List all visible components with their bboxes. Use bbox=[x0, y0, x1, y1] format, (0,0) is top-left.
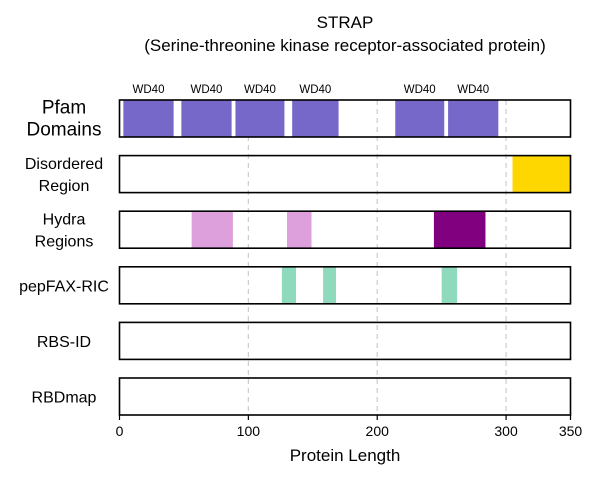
track-frame bbox=[118, 99, 572, 138]
domain-segment bbox=[281, 266, 297, 304]
domain-segment bbox=[292, 100, 339, 137]
track-label: Disordered Region bbox=[25, 156, 103, 195]
track-row: Disordered Region bbox=[25, 154, 572, 195]
domain-segment bbox=[395, 100, 445, 137]
domain-segment bbox=[448, 100, 499, 137]
track-row: Pfam Domains WD40 WD40 WD40 WD40 WD40 WD40 bbox=[27, 84, 572, 141]
chart-title: STRAP bbox=[317, 13, 374, 32]
track-row: RBDmap bbox=[32, 377, 572, 416]
domain-segment bbox=[181, 100, 232, 137]
x-axis-label: Protein Length bbox=[290, 446, 401, 465]
domain-segment bbox=[433, 211, 486, 249]
track-frame bbox=[118, 265, 572, 305]
track-label: RBS-ID bbox=[37, 334, 91, 351]
x-tick-label: 300 bbox=[494, 423, 518, 439]
track-row: RBS-ID bbox=[37, 321, 572, 361]
domain-label: WD40 bbox=[299, 84, 331, 96]
track-label: pepFAX-RIC bbox=[19, 278, 109, 295]
x-tick-label: 100 bbox=[237, 423, 261, 439]
x-tick-label: 0 bbox=[116, 423, 124, 439]
domain-segment bbox=[191, 211, 233, 249]
domain-label: WD40 bbox=[133, 84, 165, 96]
track-frame bbox=[118, 210, 572, 249]
track-frame bbox=[118, 377, 572, 416]
track-label: Pfam Domains bbox=[27, 98, 102, 141]
track-label: RBDmap bbox=[32, 390, 97, 407]
track-row: pepFAX-RIC bbox=[19, 265, 572, 305]
domain-segment bbox=[441, 266, 458, 304]
track-label: Hydra Regions bbox=[35, 212, 94, 251]
domain-label: WD40 bbox=[191, 84, 223, 96]
track-row: Hydra Regions bbox=[35, 210, 572, 251]
domain-segment bbox=[323, 266, 336, 304]
x-tick-label: 200 bbox=[366, 423, 390, 439]
domain-segment bbox=[287, 211, 312, 249]
x-axis: 0 100 200 300 350 bbox=[116, 415, 583, 439]
grid-lines bbox=[247, 100, 507, 415]
x-tick-label: 350 bbox=[559, 423, 583, 439]
domain-label: WD40 bbox=[244, 84, 276, 96]
track-frame bbox=[118, 321, 572, 361]
domain-segment bbox=[123, 100, 174, 137]
tracks: Pfam Domains WD40 WD40 WD40 WD40 WD40 WD40 Disor… bbox=[19, 84, 572, 416]
domain-label: WD40 bbox=[404, 84, 436, 96]
track-frame bbox=[118, 154, 572, 194]
domain-segment bbox=[235, 100, 285, 137]
chart-subtitle: (Serine-threonine kinase receptor-associ… bbox=[144, 36, 546, 55]
domain-segment bbox=[512, 155, 571, 193]
domain-label: WD40 bbox=[457, 84, 489, 96]
